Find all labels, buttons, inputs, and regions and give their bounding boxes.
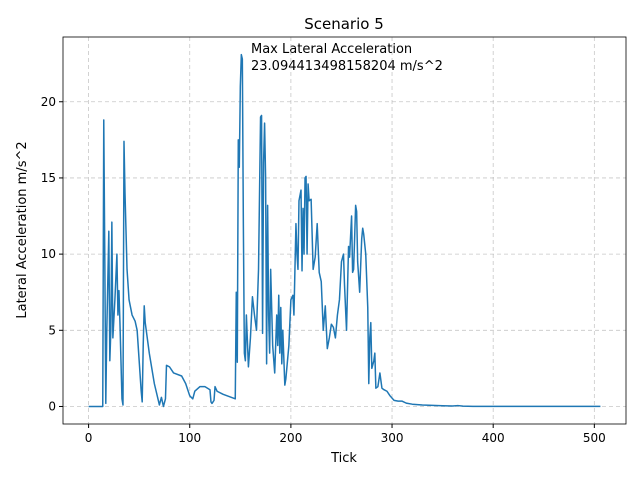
y-tick-label: 0 — [48, 399, 56, 413]
annotation: 23.094413498158204 m/s^2 — [251, 59, 443, 74]
annotation: Max Lateral Acceleration — [251, 42, 412, 57]
y-tick-label: 20 — [41, 95, 56, 109]
y-axis-label: Lateral Acceleration m/s^2 — [15, 141, 30, 318]
x-tick-label: 100 — [178, 431, 201, 445]
y-tick-label: 5 — [48, 323, 56, 337]
x-tick-label: 400 — [482, 431, 505, 445]
x-axis-label: Tick — [330, 451, 357, 466]
y-tick-label: 10 — [41, 247, 56, 261]
x-tick-label: 300 — [381, 431, 404, 445]
x-tick-label: 200 — [279, 431, 302, 445]
x-tick-label: 500 — [583, 431, 606, 445]
plot-frame — [62, 36, 627, 425]
chart-title: Scenario 5 — [304, 15, 384, 33]
y-tick-label: 15 — [41, 171, 56, 185]
data-line — [88, 53, 601, 408]
x-tick-label: 0 — [85, 431, 93, 445]
